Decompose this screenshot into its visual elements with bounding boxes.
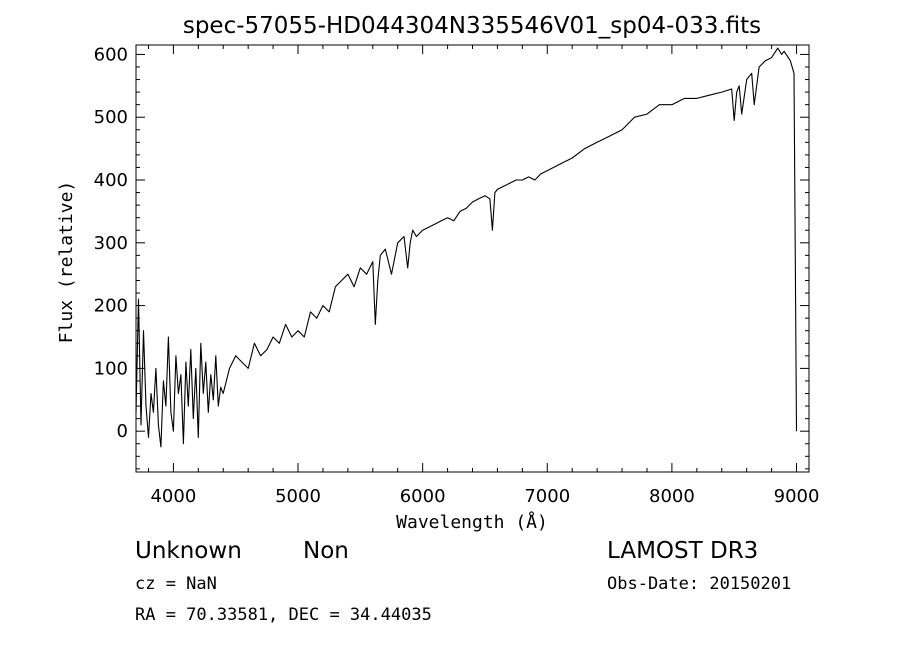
redshift-label: cz = NaN — [135, 574, 217, 594]
y-axis-label: Flux (relative) — [56, 181, 77, 344]
y-tick-label: 500 — [94, 107, 128, 128]
y-tick-label: 300 — [94, 233, 128, 254]
chart-title: spec-57055-HD044304N335546V01_sp04-033.f… — [183, 13, 761, 39]
y-tick-label: 100 — [94, 358, 128, 379]
y-axis: 0 100 200 300 400 500 600 — [94, 44, 809, 470]
obs-date: Obs-Date: 20150201 — [607, 574, 791, 594]
x-tick-label: 8000 — [649, 486, 695, 507]
x-axis: 4000 5000 6000 7000 8000 9000 — [147, 45, 820, 507]
y-tick-label: 400 — [94, 170, 128, 191]
spectrum-series-line — [135, 47, 798, 448]
coordinates: RA = 70.33581, DEC = 34.44035 — [135, 605, 432, 625]
x-tick-label: 6000 — [400, 486, 446, 507]
y-tick-label: 600 — [94, 44, 128, 65]
x-tick-label: 5000 — [275, 486, 321, 507]
object-subclass: Non — [303, 538, 349, 564]
object-class: Unknown — [135, 538, 242, 564]
survey-name: LAMOST DR3 — [607, 538, 758, 564]
plot-frame — [135, 44, 810, 473]
x-tick-label: 7000 — [524, 486, 570, 507]
x-tick-label: 9000 — [774, 486, 820, 507]
x-axis-label: Wavelength (Å) — [396, 511, 548, 533]
y-tick-label: 200 — [94, 296, 128, 317]
y-tick-label: 0 — [117, 421, 128, 442]
x-tick-label: 4000 — [150, 486, 196, 507]
